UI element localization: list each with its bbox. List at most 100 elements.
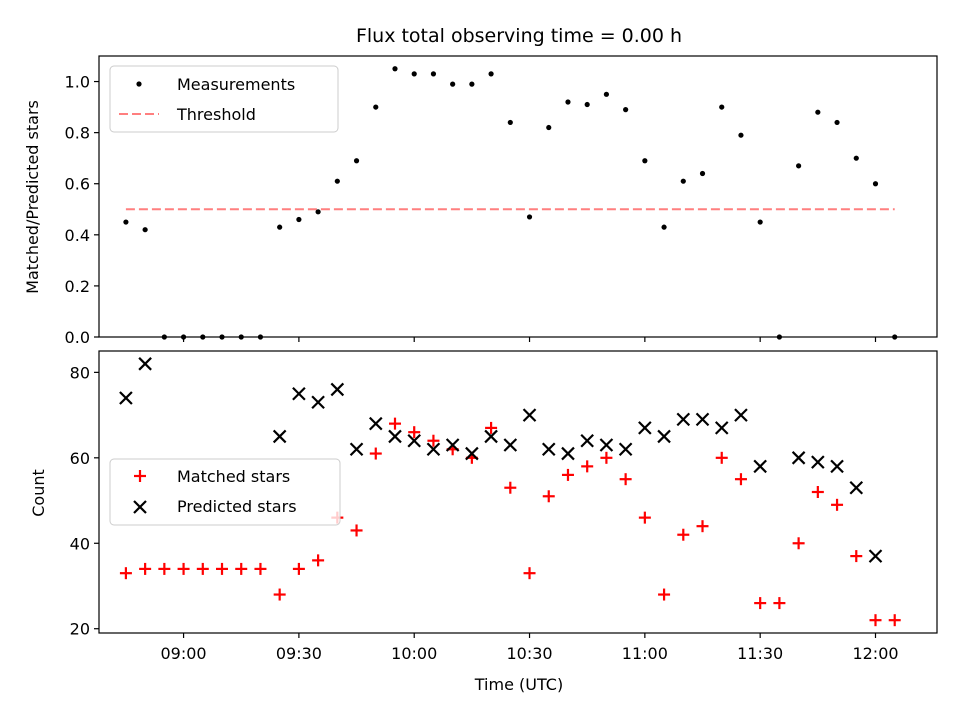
measurements-legend-marker: [136, 81, 142, 87]
measurement-point: [680, 178, 686, 184]
top-y-tick-label: 0.0: [65, 328, 90, 347]
predicted-star-point: [330, 382, 345, 397]
matched-legend-label: Matched stars: [177, 467, 290, 486]
measurement-point: [719, 104, 725, 110]
threshold-legend-label: Threshold: [176, 105, 256, 124]
matched-star-point: [119, 567, 132, 580]
top-y-tick-label: 1.0: [65, 73, 90, 92]
measurement-point: [738, 132, 744, 138]
predicted-star-point: [311, 395, 325, 410]
matched-star-point: [158, 562, 171, 575]
matched-star-point: [139, 562, 152, 575]
bottom-legend-box: [109, 458, 341, 526]
measurement-point: [834, 119, 840, 126]
top-x-ticks: [182, 337, 877, 342]
matched-star-point: [696, 520, 709, 533]
predicted-star-point: [292, 386, 306, 401]
measurement-point: [853, 155, 859, 161]
matched-star-point: [254, 562, 267, 575]
matched-star-point: [408, 426, 421, 439]
predicted-star-point: [561, 446, 575, 461]
measurement-point: [315, 209, 321, 215]
matched-star-point: [216, 562, 229, 575]
predicted-star-point: [368, 416, 383, 431]
measurement-point: [450, 81, 456, 87]
measurement-point: [642, 158, 648, 164]
measurement-point: [430, 71, 437, 77]
predicted-star-point: [830, 459, 844, 474]
x-tick-label: 09:30: [276, 644, 322, 663]
measurement-point: [469, 81, 475, 87]
bottom-plot-frame: [98, 350, 938, 634]
predicted-star-point: [599, 438, 614, 452]
predicted-star-point: [388, 429, 402, 444]
predicted-star-point: [695, 412, 710, 427]
matched-star-point: [369, 447, 382, 460]
top-chart-title: Flux total observing time = 0.00 h: [356, 25, 682, 47]
measurement-point: [796, 163, 802, 169]
matched-star-point: [542, 490, 555, 503]
top-y-tick-label: 0.6: [65, 175, 90, 194]
predicted-star-point: [580, 433, 594, 448]
x-tick-label: 09:00: [161, 644, 207, 663]
matched-star-point: [581, 460, 594, 473]
matched-star-point: [850, 550, 863, 563]
top-y-axis-label: Matched/Predicted stars: [23, 100, 42, 294]
measurement-point: [296, 216, 302, 223]
predicted-star-point: [407, 433, 421, 448]
measurement-point: [584, 101, 590, 108]
predicted-star-point: [522, 408, 537, 422]
matched-star-point: [715, 451, 728, 464]
measurement-point: [623, 107, 629, 113]
measurement-point: [334, 178, 340, 184]
measurement-point: [661, 224, 667, 230]
top-y-ticks: 0.0 0.2 0.4 0.6 0.8 1.0: [65, 73, 99, 347]
predicted-star-point: [811, 455, 825, 469]
matched-star-point: [677, 528, 690, 541]
measurement-point: [353, 158, 360, 164]
predicted-legend-label: Predicted stars: [177, 497, 297, 516]
matched-star-point: [888, 614, 901, 627]
matched-star-point: [869, 614, 882, 627]
measurements-series: [123, 66, 898, 340]
matched-star-point: [177, 562, 190, 575]
measurement-point: [565, 99, 571, 105]
matched-star-point: [638, 511, 651, 524]
predicted-star-point: [541, 442, 556, 457]
predicted-star-point: [676, 412, 691, 427]
bottom-x-ticks: 09:00 09:30 10:00 10:30 11:00 11:30 12:00: [161, 633, 899, 663]
matched-star-point: [734, 473, 747, 486]
measurement-point: [123, 219, 129, 225]
predicted-star-point: [618, 442, 633, 457]
top-y-tick-label: 0.4: [65, 226, 90, 245]
measurement-point: [142, 227, 148, 233]
predicted-star-point: [272, 429, 287, 444]
matched-star-point: [504, 481, 517, 494]
matched-star-point: [523, 567, 536, 580]
matched-star-point: [235, 562, 248, 575]
matched-star-point: [350, 524, 363, 537]
matched-star-point: [811, 486, 824, 498]
x-tick-label: 11:30: [737, 644, 783, 663]
matched-star-point: [388, 417, 401, 430]
matched-star-point: [619, 473, 632, 486]
predicted-stars-series: [119, 357, 883, 563]
predicted-star-point: [445, 438, 460, 452]
x-axis-label: Time (UTC): [474, 675, 563, 694]
predicted-star-point: [349, 442, 364, 457]
predicted-star-point: [426, 442, 441, 457]
bottom-panel: Count Time (UTC) 20 40 60 80 09:00 09:30 10:0…: [29, 350, 938, 694]
matched-star-point: [600, 451, 613, 464]
bottom-legend: Matched stars Predicted stars: [109, 458, 341, 526]
measurement-point: [872, 181, 879, 187]
top-plot-frame: [98, 55, 938, 338]
matched-star-point: [773, 597, 786, 610]
top-legend-box: [109, 65, 339, 133]
measurement-point: [488, 71, 494, 77]
measurement-point: [392, 66, 398, 72]
predicted-star-point: [868, 549, 883, 563]
matched-star-point: [754, 597, 767, 610]
matched-star-point: [312, 554, 325, 567]
predicted-star-point: [849, 480, 864, 495]
matched-star-point: [561, 468, 574, 481]
